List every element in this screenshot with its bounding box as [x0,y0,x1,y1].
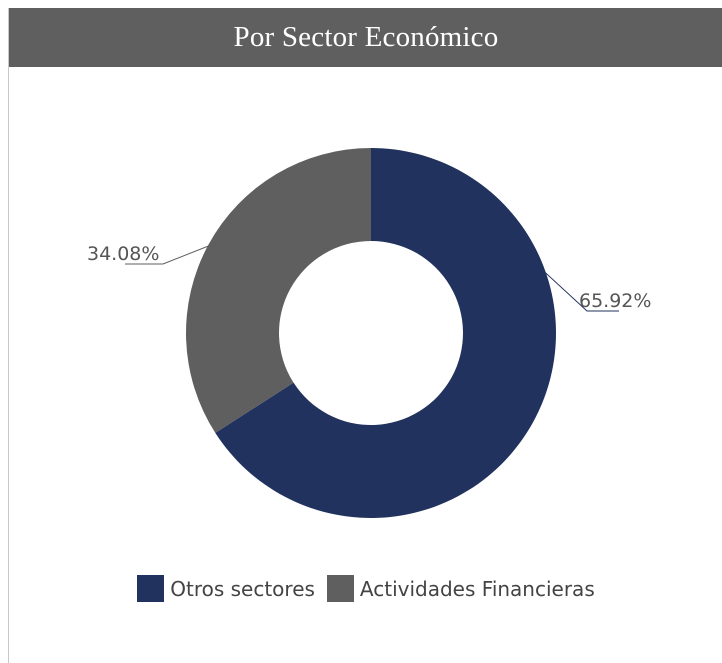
legend-item-otros-sectores[interactable]: Otros sectores [137,575,315,602]
legend-label-otros-sectores: Otros sectores [170,576,315,601]
data-label-actividades-financieras: 34.08% [87,243,159,265]
donut-slice-actividades-financieras[interactable] [186,148,371,433]
legend-label-actividades-financieras: Actividades Financieras [359,576,595,601]
data-label-otros-sectores: 65.92% [579,290,651,312]
donut-slices [186,148,557,518]
legend-swatch-actividades-financieras [326,575,354,602]
chart-title: Por Sector Económico [9,8,722,67]
leader-line-0 [542,270,619,312]
donut-slice-otros-sectores[interactable] [215,148,557,518]
leader-lines [125,244,619,312]
leader-line-1 [125,244,211,265]
legend-swatch-otros-sectores [137,575,165,602]
donut-chart: 65.92% 34.08% [87,148,651,518]
chart-legend: Otros sectores Actividades Financieras [9,575,722,602]
legend-item-actividades-financieras[interactable]: Actividades Financieras [326,575,595,602]
data-labels: 65.92% 34.08% [87,243,651,312]
chart-panel: Por Sector Económico 65.92% 34.08% Otros … [8,8,722,663]
